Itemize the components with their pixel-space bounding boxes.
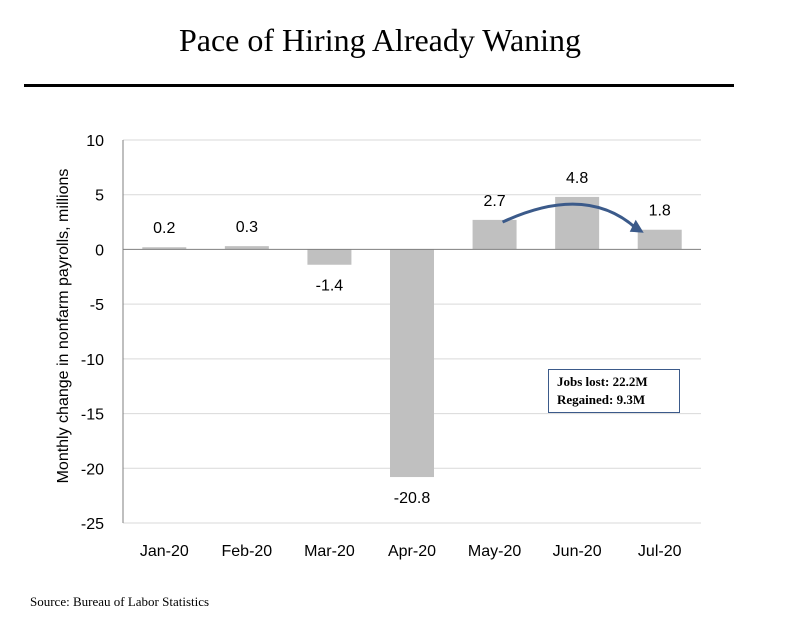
data-label: 2.7 — [483, 193, 505, 210]
bar — [390, 249, 434, 478]
data-label: 0.3 — [236, 219, 258, 236]
x-tick-label: May-20 — [468, 543, 521, 560]
bar — [637, 229, 682, 250]
data-label: 4.8 — [566, 170, 588, 187]
x-tick-label: Apr-20 — [388, 543, 436, 560]
annotation-jobs-lost: Jobs lost: 22.2M — [557, 374, 648, 389]
y-tick-label: -10 — [81, 352, 104, 369]
data-label: -20.8 — [394, 490, 431, 507]
x-tick-label: Feb-20 — [222, 543, 273, 560]
data-label: -1.4 — [316, 278, 344, 295]
data-label: 0.2 — [153, 220, 175, 237]
arrow-head — [629, 219, 644, 233]
y-tick-label: -25 — [81, 516, 104, 533]
x-tick-label: Jul-20 — [638, 543, 682, 560]
y-axis-label: Monthly change in nonfarm payrolls, mill… — [55, 169, 72, 484]
y-tick-label: 10 — [86, 133, 104, 150]
y-tick-label: -20 — [81, 461, 104, 478]
annotation-box: Jobs lost: 22.2M Regained: 9.3M — [548, 369, 680, 413]
trend-arrow — [501, 202, 644, 233]
x-tick-label: Jan-20 — [140, 543, 189, 560]
y-tick-label: -5 — [90, 297, 104, 314]
annotation-regained: Regained: 9.3M — [557, 392, 646, 407]
y-tick-label: -15 — [81, 407, 104, 424]
bars — [142, 196, 682, 478]
source-note: Source: Bureau of Labor Statistics — [30, 594, 210, 609]
x-tick-labels: Jan-20 Feb-20 Mar-20 Apr-20 May-20 Jun-20 Jul-… — [140, 543, 682, 560]
chart-title: Pace of Hiring Already Waning — [178, 22, 582, 58]
y-tick-labels: 10 5 0 -5 -10 -15 -20 -25 — [81, 133, 104, 533]
data-label: 1.8 — [649, 203, 671, 220]
axes — [122, 140, 701, 523]
title-underline — [24, 84, 734, 87]
arrow-curve — [501, 202, 639, 231]
y-tick-label: 0 — [95, 242, 104, 259]
x-tick-label: Jun-20 — [553, 543, 602, 560]
data-labels: 0.2 0.3 -1.4 -20.8 2.7 4.8 1.8 — [153, 170, 671, 507]
bar — [307, 249, 352, 265]
bar — [142, 247, 187, 250]
x-tick-label: Mar-20 — [304, 543, 355, 560]
bar — [224, 246, 269, 250]
bar — [472, 219, 517, 250]
y-tick-label: 5 — [95, 188, 104, 205]
